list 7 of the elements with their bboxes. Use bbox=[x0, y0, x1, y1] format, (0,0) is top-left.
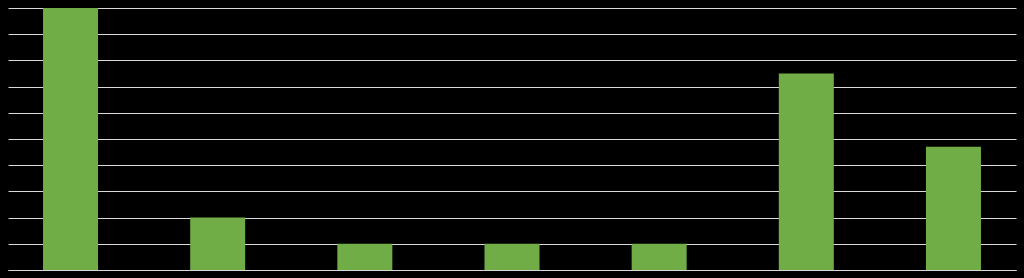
bar bbox=[337, 243, 393, 270]
bar bbox=[43, 8, 99, 270]
bar bbox=[631, 243, 687, 270]
bar bbox=[778, 73, 834, 270]
bar bbox=[925, 146, 981, 270]
bar bbox=[190, 217, 246, 270]
bar bbox=[484, 243, 540, 270]
